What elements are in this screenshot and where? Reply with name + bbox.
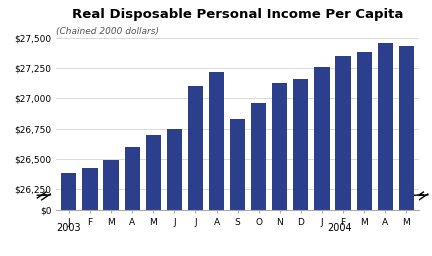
Bar [209, 0, 224, 210]
Text: 2004: 2004 [327, 223, 352, 233]
Bar [399, 46, 414, 256]
Bar [146, 135, 161, 256]
Bar [314, 0, 330, 210]
Bar [356, 52, 372, 256]
Bar [61, 0, 76, 210]
Bar [83, 0, 98, 210]
Bar [167, 0, 182, 210]
Bar [251, 0, 266, 210]
Bar [314, 67, 330, 256]
Bar [61, 173, 76, 256]
Bar [167, 129, 182, 256]
Bar [336, 56, 351, 256]
Text: 2003: 2003 [56, 223, 81, 233]
Text: (Chained 2000 dollars): (Chained 2000 dollars) [56, 27, 159, 36]
Bar [293, 0, 308, 210]
Bar [83, 168, 98, 256]
Bar [103, 0, 119, 210]
Bar [272, 0, 287, 210]
Bar [188, 0, 203, 210]
Bar [146, 0, 161, 210]
Bar [293, 79, 308, 256]
Bar [399, 0, 414, 210]
Bar [272, 83, 287, 256]
Bar [124, 0, 140, 210]
Bar [188, 86, 203, 256]
Bar [336, 0, 351, 210]
Bar [103, 160, 119, 256]
Bar [209, 72, 224, 256]
Bar [230, 119, 245, 256]
Bar [378, 0, 393, 210]
Bar [251, 103, 266, 256]
Bar [230, 0, 245, 210]
Text: Real Disposable Personal Income Per Capita: Real Disposable Personal Income Per Capi… [72, 8, 403, 21]
Bar [356, 0, 372, 210]
Bar [378, 43, 393, 256]
Bar [124, 147, 140, 256]
